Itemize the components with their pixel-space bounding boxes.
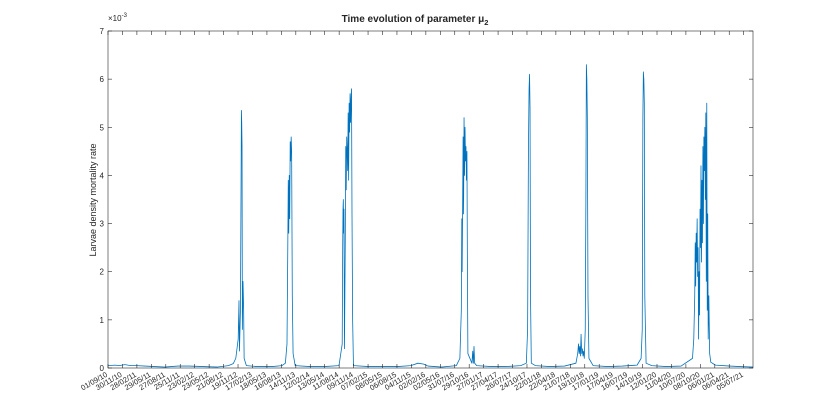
y-tick-label: 0	[100, 364, 105, 373]
axes-box	[107, 30, 754, 369]
y-tick-label: 3	[100, 220, 105, 229]
chart-title-text: Time evolution of parameter μ	[342, 14, 485, 25]
y-tick-label: 7	[100, 27, 105, 36]
y-tick-label: 2	[100, 268, 105, 277]
series-line-0	[107, 64, 754, 368]
y-tick-label: 5	[100, 123, 105, 132]
chart-title-subscript: 2	[484, 18, 488, 27]
y-axis-label: Larvae density mortality rate	[88, 143, 98, 256]
y-tick-label: 6	[100, 75, 105, 84]
y-exponent-power: -3	[122, 13, 128, 19]
plot-area: 0123456701/09/1030/11/1028/02/1129/05/11…	[79, 27, 754, 392]
chart-title: Time evolution of parameter μ2	[342, 14, 489, 27]
y-exponent-label: ×10-3	[108, 13, 128, 23]
y-exponent-base: ×10	[108, 14, 122, 23]
y-tick-label: 1	[100, 316, 105, 325]
y-tick-label: 4	[100, 171, 105, 180]
